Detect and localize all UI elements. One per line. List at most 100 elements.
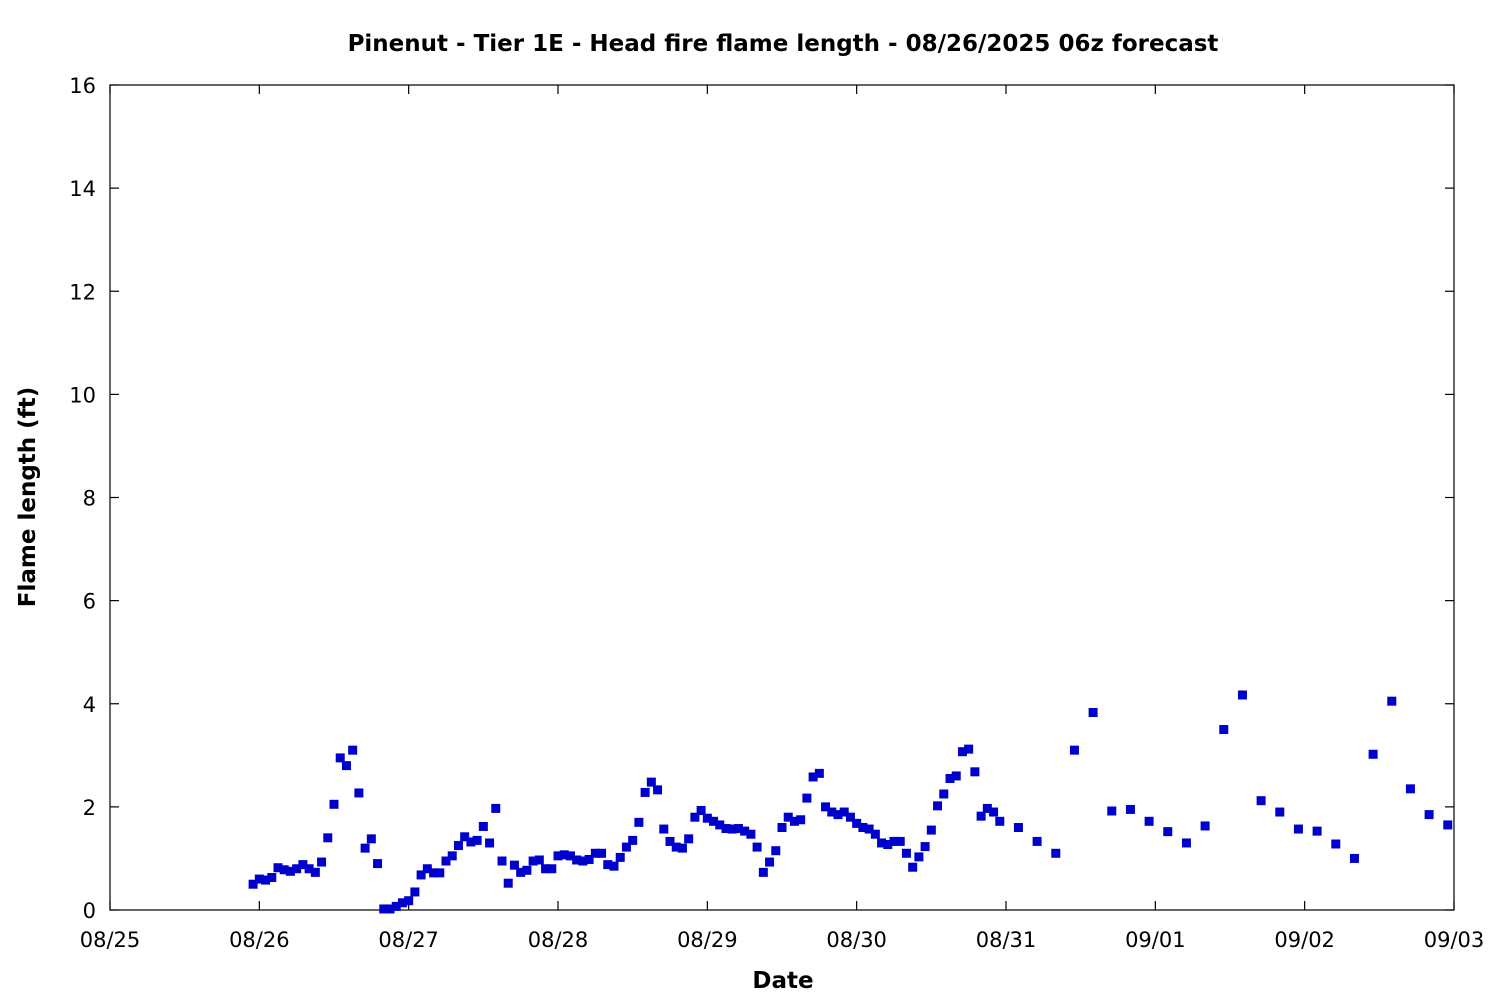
data-point xyxy=(541,864,551,874)
data-point xyxy=(422,864,432,874)
data-point xyxy=(870,829,880,839)
data-point xyxy=(970,767,980,777)
data-point xyxy=(901,848,911,858)
data-point xyxy=(864,824,874,834)
data-point xyxy=(528,856,538,866)
data-point xyxy=(1331,839,1341,849)
data-point xyxy=(1013,823,1023,832)
x-axis-tick-labels: 08/25 08/26 08/27 08/28 08/29 08/30 08/31 09/01… xyxy=(80,928,1485,952)
data-point xyxy=(516,867,526,877)
data-point xyxy=(653,785,663,795)
data-point xyxy=(628,835,638,845)
data-point xyxy=(385,904,395,914)
data-point xyxy=(746,829,756,839)
data-point xyxy=(665,836,675,846)
data-point xyxy=(715,820,725,830)
x-tick-label: 08/31 xyxy=(976,928,1037,952)
data-point xyxy=(429,868,439,878)
data-point xyxy=(509,860,519,870)
data-point xyxy=(920,842,930,852)
data-point xyxy=(1032,836,1042,846)
data-point xyxy=(995,816,1005,826)
data-point xyxy=(796,815,806,825)
data-point xyxy=(702,813,712,823)
data-point xyxy=(684,834,694,844)
data-point xyxy=(366,834,376,844)
data-point xyxy=(634,817,644,827)
data-point xyxy=(827,807,837,817)
y-axis-label: Flame length (ft) xyxy=(15,387,41,607)
data-point xyxy=(1312,826,1322,836)
data-point xyxy=(547,864,557,874)
data-point xyxy=(590,848,600,858)
data-point xyxy=(740,826,750,836)
data-point xyxy=(292,864,302,874)
data-point xyxy=(379,904,389,914)
data-point xyxy=(559,850,569,860)
data-point xyxy=(895,836,905,846)
data-point xyxy=(416,870,426,880)
data-point xyxy=(373,859,383,869)
x-tick-label: 08/29 xyxy=(677,928,738,952)
data-point xyxy=(1424,810,1434,820)
data-point xyxy=(1200,821,1210,831)
data-point xyxy=(926,825,936,835)
data-point xyxy=(758,867,768,877)
data-point xyxy=(1051,848,1061,858)
x-tick-label: 08/25 xyxy=(80,928,141,952)
data-point xyxy=(472,835,482,845)
data-points xyxy=(248,690,1453,914)
data-point xyxy=(821,802,831,812)
x-tick-label: 08/26 xyxy=(229,928,290,952)
data-point xyxy=(765,857,775,867)
data-point xyxy=(777,823,787,832)
data-point xyxy=(833,810,843,820)
data-point xyxy=(727,824,737,834)
data-point xyxy=(466,837,476,847)
x-tick-label: 08/27 xyxy=(378,928,439,952)
y-tick-label: 16 xyxy=(69,74,96,98)
data-point xyxy=(976,811,986,821)
data-point xyxy=(360,843,370,853)
data-point xyxy=(1125,804,1135,814)
data-point xyxy=(329,799,339,809)
data-point xyxy=(939,789,949,799)
data-point xyxy=(1181,838,1191,848)
y-tick-label: 0 xyxy=(83,899,96,923)
data-point xyxy=(261,875,271,885)
data-point xyxy=(957,747,967,757)
data-point xyxy=(435,868,445,878)
y-axis-tick-labels: 0 2 4 6 8 10 12 14 16 xyxy=(69,74,96,923)
data-point xyxy=(491,803,501,813)
data-point xyxy=(441,856,451,866)
data-point xyxy=(447,851,457,861)
x-tick-label: 09/01 xyxy=(1125,928,1186,952)
data-point xyxy=(982,803,992,813)
y-tick-label: 14 xyxy=(69,177,96,201)
data-point xyxy=(1107,806,1117,816)
data-point xyxy=(609,861,619,871)
data-point xyxy=(497,856,507,866)
data-point xyxy=(279,865,289,875)
data-point xyxy=(348,745,358,755)
y-tick-label: 4 xyxy=(83,693,96,717)
data-point xyxy=(1275,807,1285,817)
plot-area-frame xyxy=(109,84,1455,911)
y-tick-label: 2 xyxy=(83,796,96,820)
data-point xyxy=(696,805,706,815)
data-point xyxy=(404,896,414,906)
data-point xyxy=(646,777,656,787)
data-point xyxy=(397,898,407,908)
data-point xyxy=(584,854,594,864)
data-point xyxy=(248,879,258,889)
data-point xyxy=(298,860,308,870)
data-point xyxy=(1219,725,1229,735)
data-point xyxy=(534,855,544,865)
data-point xyxy=(597,848,607,858)
x-tick-label: 09/02 xyxy=(1274,928,1335,952)
data-point xyxy=(1293,824,1303,834)
data-point xyxy=(267,873,277,883)
data-point xyxy=(285,866,295,876)
data-point xyxy=(553,851,563,861)
data-point xyxy=(1405,784,1415,794)
